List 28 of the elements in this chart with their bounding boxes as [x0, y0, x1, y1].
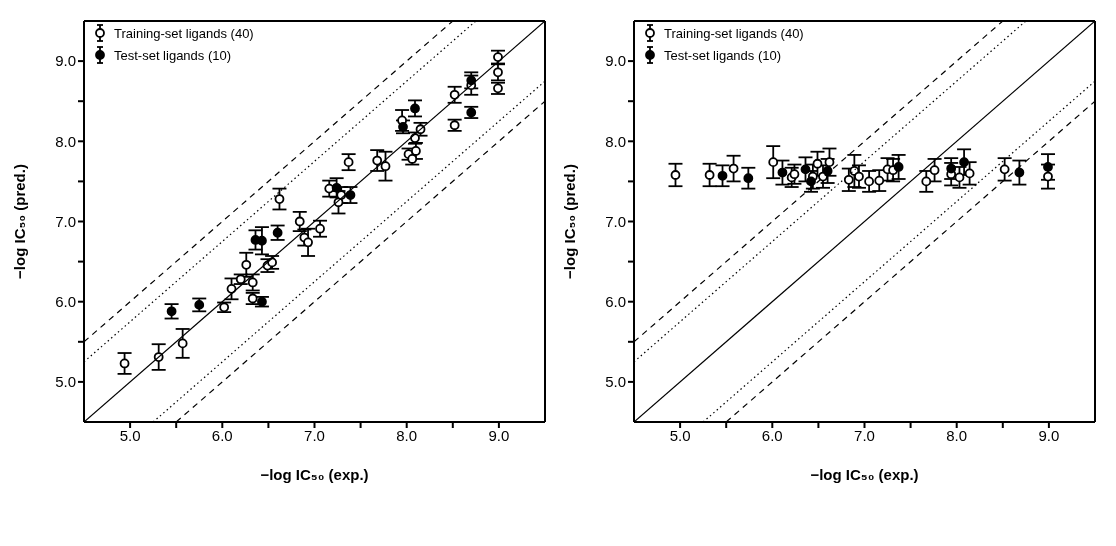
x-tick-label: 6.0 — [211, 426, 233, 444]
legend-label: Test-set ligands (10) — [664, 47, 782, 63]
legend-label: Training-set ligands (40) — [114, 25, 254, 41]
y-tick-label: 6.0 — [55, 293, 76, 311]
y-tick-label: 5.0 — [55, 373, 76, 391]
x-tick-label: 8.0 — [946, 426, 968, 444]
legend-label: Test-set ligands (10) — [114, 47, 232, 63]
y-axis-title: −log IC₅₀ (pred.) — [11, 164, 29, 279]
y-axis-title: −log IC₅₀ (pred.) — [561, 164, 579, 279]
y-tick-label: 8.0 — [605, 132, 626, 150]
y-tick-label: 8.0 — [55, 132, 76, 150]
y-tick-label: 6.0 — [605, 293, 626, 311]
y-tick-label: 9.0 — [605, 52, 626, 70]
x-tick-label: 5.0 — [669, 426, 691, 444]
x-tick-label: 7.0 — [304, 426, 325, 444]
y-tick-label: 7.0 — [605, 212, 626, 230]
y-tick-label: 7.0 — [55, 212, 76, 230]
y-tick-label: 9.0 — [55, 52, 76, 70]
legend-label: Training-set ligands (40) — [664, 25, 804, 41]
x-axis-title: −log IC₅₀ (exp.) — [260, 466, 369, 483]
y-tick-label: 5.0 — [605, 373, 626, 391]
x-tick-label: 5.0 — [119, 426, 141, 444]
x-tick-label: 6.0 — [761, 426, 783, 444]
x-tick-label: 9.0 — [488, 426, 510, 444]
x-tick-label: 9.0 — [1038, 426, 1060, 444]
x-tick-label: 7.0 — [854, 426, 875, 444]
x-axis-title: −log IC₅₀ (exp.) — [810, 466, 919, 483]
x-tick-label: 8.0 — [396, 426, 418, 444]
